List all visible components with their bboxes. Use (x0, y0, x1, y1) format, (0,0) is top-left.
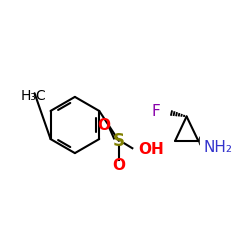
Text: H₃C: H₃C (21, 89, 47, 103)
Text: NH₂: NH₂ (203, 140, 232, 154)
Text: O: O (112, 158, 126, 173)
Text: F: F (152, 104, 160, 119)
Text: S: S (113, 132, 125, 150)
Text: OH: OH (138, 142, 164, 157)
Text: O: O (98, 118, 111, 132)
Polygon shape (198, 136, 200, 145)
